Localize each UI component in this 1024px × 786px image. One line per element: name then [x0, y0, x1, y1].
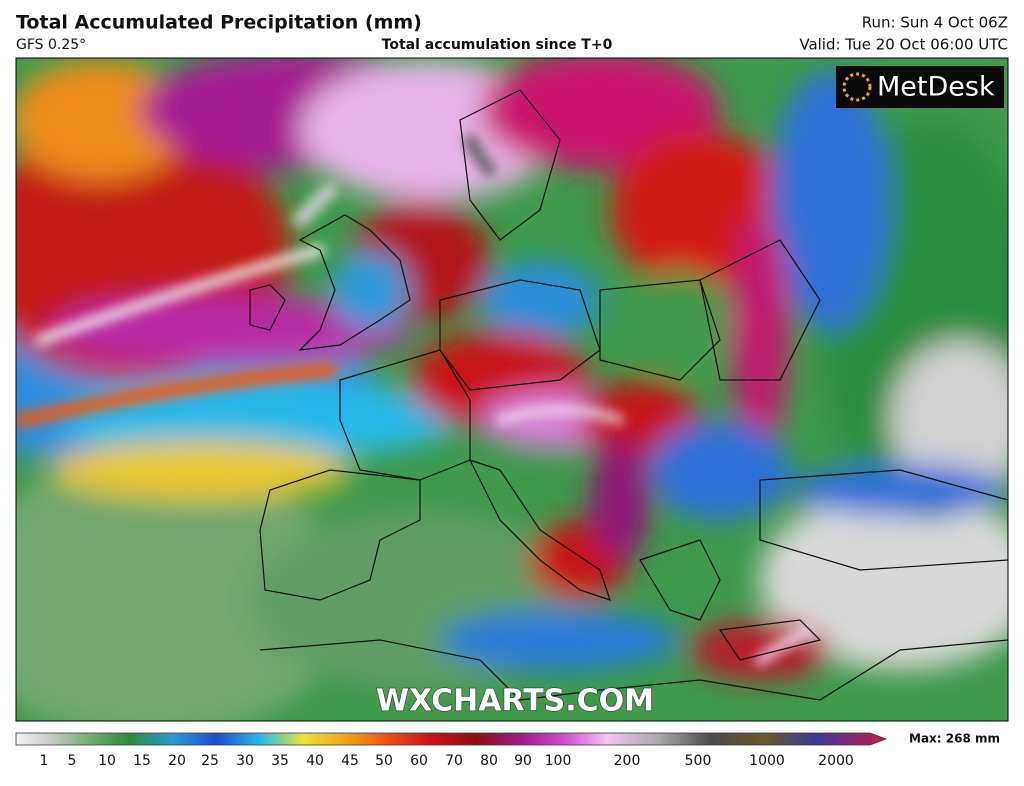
legend-label: 40 — [306, 753, 324, 769]
logo-text: MetDesk — [877, 72, 995, 103]
precipitation-map: MetDesk WXCHARTS.COM — [16, 58, 1008, 721]
max-label: Max: 268 mm — [909, 732, 1000, 746]
legend-label: 500 — [685, 753, 712, 769]
legend-label: 60 — [410, 753, 428, 769]
run-time: Run: Sun 4 Oct 06Z — [862, 14, 1008, 32]
legend-label: 70 — [445, 753, 463, 769]
model: GFS 0.25° — [16, 37, 86, 53]
legend-label: 100 — [545, 753, 572, 769]
legend-label: 90 — [514, 753, 532, 769]
legend-label: 5 — [68, 753, 77, 769]
legend-labels: 1 5 10 15 20 25 30 35 40 45 50 60 70 80 90 100 200 500 100… — [40, 753, 854, 769]
color-scale — [15, 732, 888, 746]
legend-label: 15 — [133, 753, 151, 769]
map-frame — [15, 57, 1009, 722]
legend-label: 80 — [480, 753, 498, 769]
legend-label: 1000 — [749, 753, 785, 769]
subtitle: Total accumulation since T+0 — [382, 37, 613, 53]
legend-label: 2000 — [818, 753, 854, 769]
legend-label: 45 — [341, 753, 359, 769]
legend-label: 1 — [40, 753, 49, 769]
legend-label: 25 — [201, 753, 219, 769]
logo-box — [836, 66, 1004, 108]
legend-label: 30 — [236, 753, 254, 769]
logo-icon — [842, 72, 872, 102]
title: Total Accumulated Precipitation (mm) — [16, 12, 422, 34]
legend-label: 200 — [614, 753, 641, 769]
legend-label: 50 — [375, 753, 393, 769]
legend-label: 35 — [271, 753, 289, 769]
valid-time: Valid: Tue 20 Oct 06:00 UTC — [799, 36, 1008, 54]
watermark: WXCHARTS.COM — [376, 684, 654, 719]
legend-label: 20 — [168, 753, 186, 769]
legend-label: 10 — [98, 753, 116, 769]
